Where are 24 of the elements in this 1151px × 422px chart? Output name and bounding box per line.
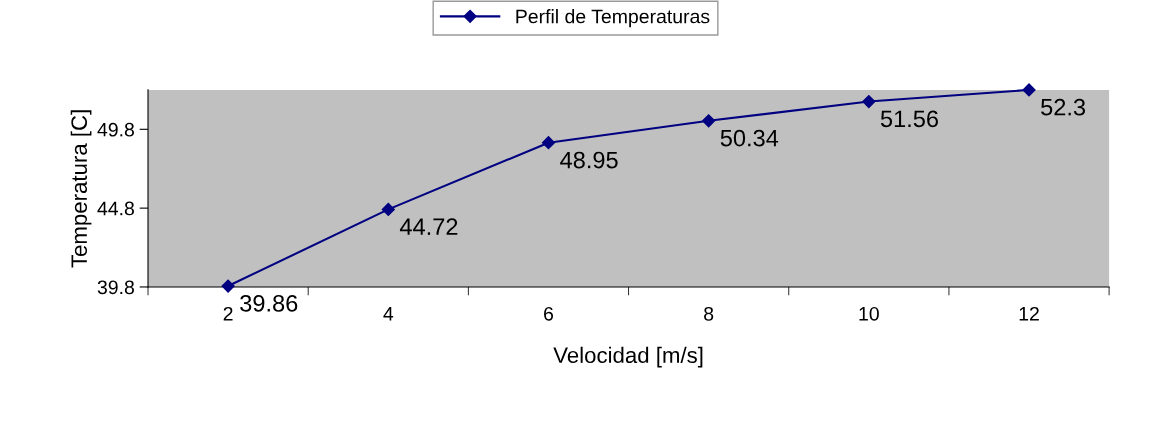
data-label: 50.34 [720,129,779,147]
y-tick-label: 49.8 [97,122,134,137]
x-tick-label: 10 [859,306,879,321]
point [221,279,235,293]
point [1022,83,1036,97]
x-axis-title: Velocidad [m/s] [553,346,703,368]
point [862,94,876,109]
data-label: 52.3 [1041,98,1086,116]
point [702,114,716,128]
point [381,202,395,216]
legend-label: Perfil de Temperaturas [516,9,710,28]
x-tick-label: 8 [704,306,714,321]
y-axis-title: Temperatura [C] [70,110,92,268]
x-tick-label: 12 [1019,306,1039,321]
y-tick-label: 39.8 [97,280,134,295]
point [541,136,556,150]
data-label: 39.86 [240,294,298,312]
x-tick-label: 4 [383,307,394,321]
data-label: 48.95 [560,151,618,169]
data-label: 44.72 [399,218,458,235]
data-label: 51.56 [880,110,938,128]
y-tick-label: 44.8 [97,201,134,216]
x-tick-label: 2 [223,306,233,321]
x-tick-label: 6 [544,306,554,321]
